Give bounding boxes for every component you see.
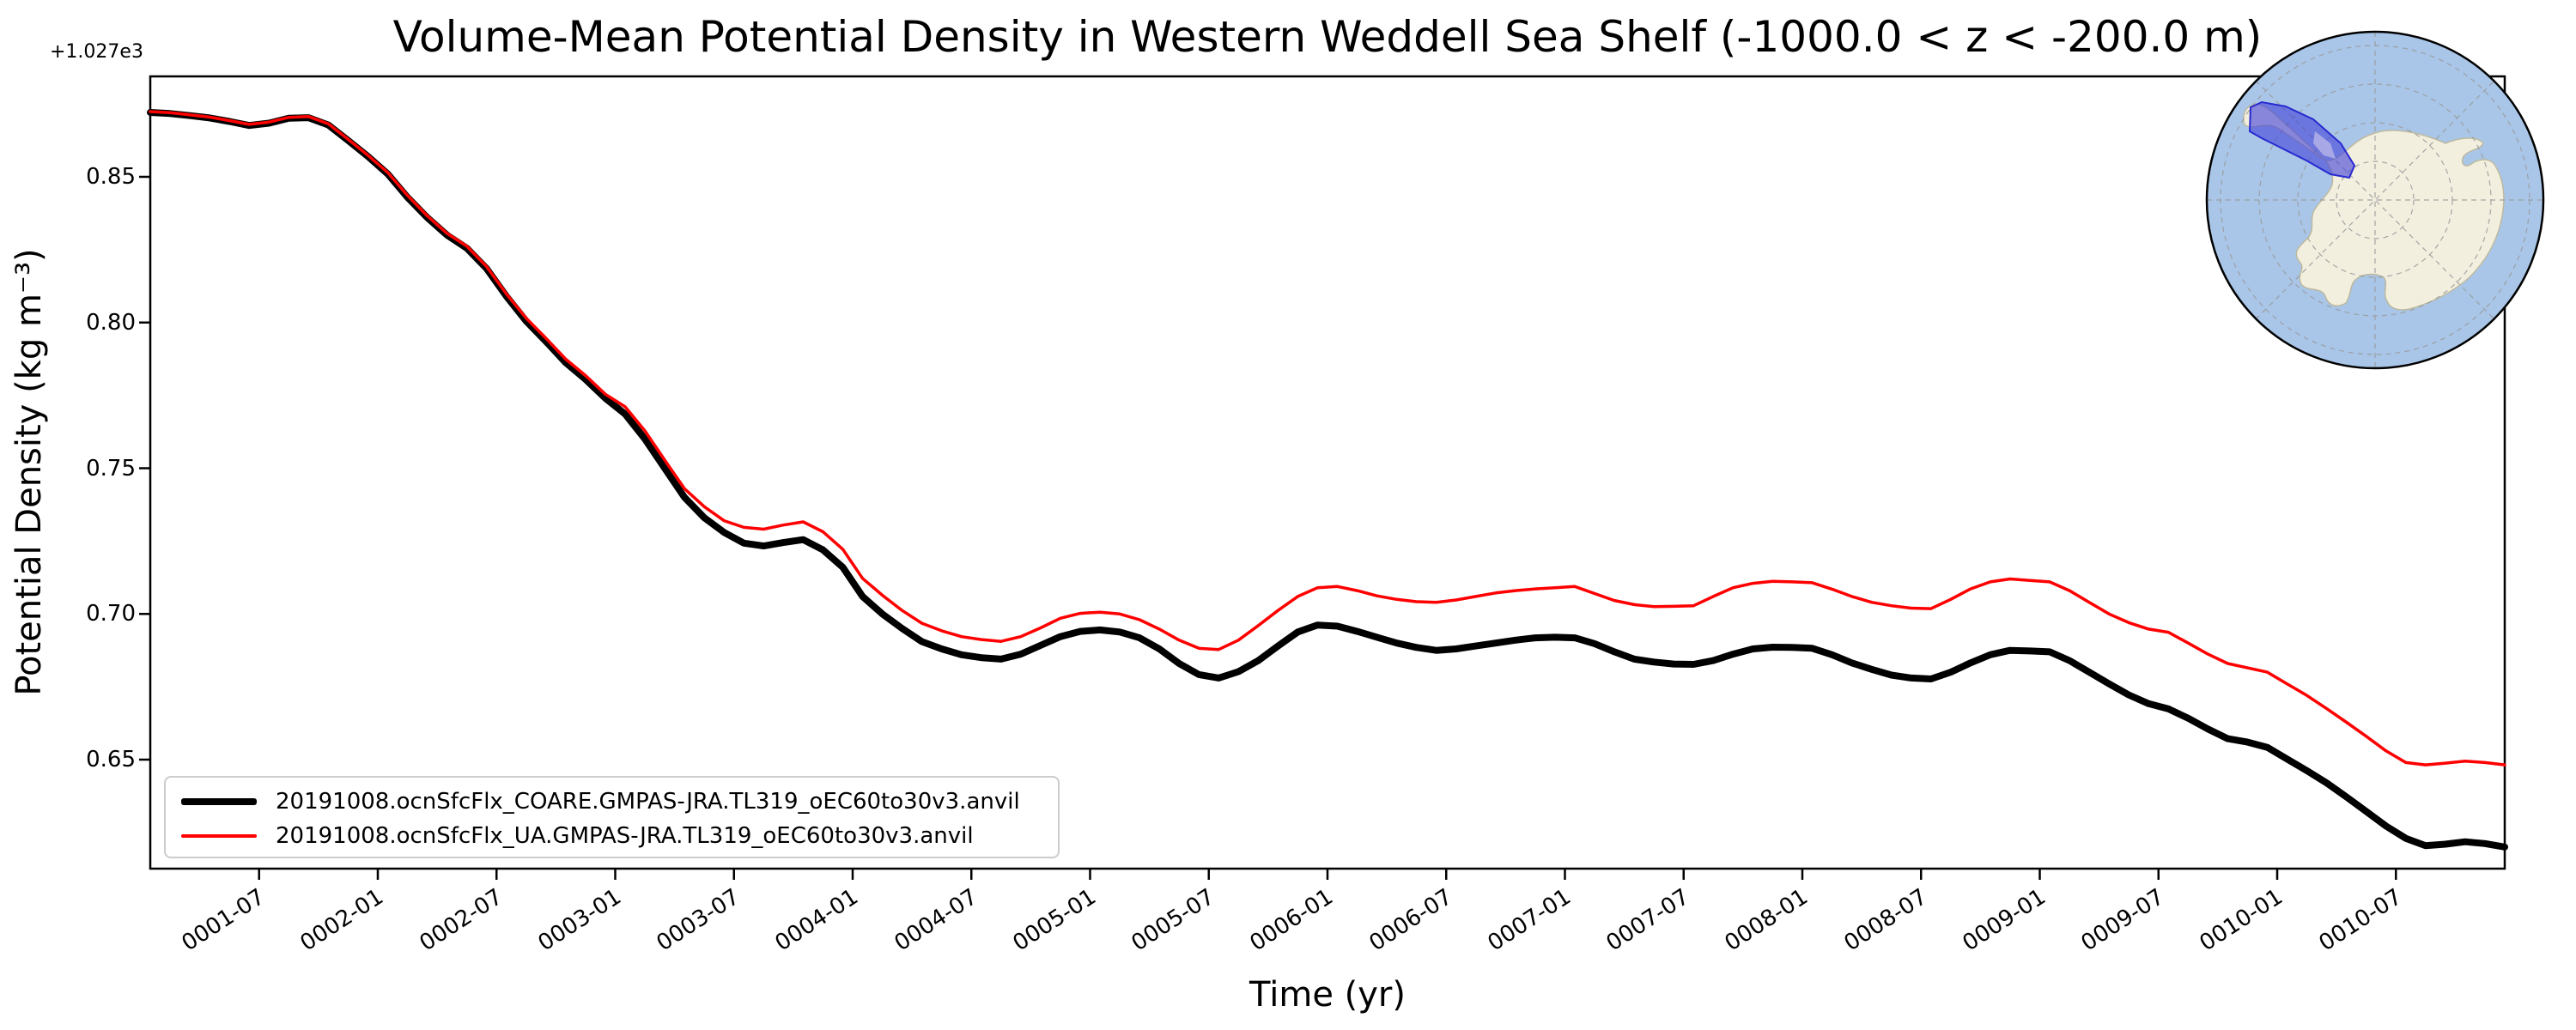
- y-tick-label: 0.65: [86, 747, 136, 772]
- legend-label: 20191008.ocnSfcFlx_COARE.GMPAS-JRA.TL319…: [276, 789, 1020, 815]
- map-graticule: [2207, 32, 2543, 368]
- axes-spines: [149, 75, 2506, 870]
- y-tick-label: 0.70: [86, 601, 136, 627]
- legend-entry-coare: 20191008.ocnSfcFlx_COARE.GMPAS-JRA.TL319…: [181, 785, 1058, 819]
- x-axis-label: Time (yr): [1249, 975, 1406, 1015]
- legend-box: 20191008.ocnSfcFlx_COARE.GMPAS-JRA.TL319…: [164, 776, 1060, 858]
- antarctica-map-inset: [2203, 28, 2547, 372]
- chart-title: Volume-Mean Potential Density in Western…: [392, 12, 2263, 62]
- map-globe-outline: [2205, 30, 2545, 370]
- map-highlight-region: [2248, 100, 2356, 179]
- map-highlight-inner-patch: [2313, 131, 2336, 159]
- antarctica-map-svg: [2205, 30, 2545, 370]
- y-tick-label: 0.80: [86, 309, 136, 336]
- series-line-coare: [147, 109, 2508, 851]
- y-tick-label: 0.85: [86, 164, 136, 190]
- series-line-ua: [149, 110, 2506, 766]
- legend-entry-ua: 20191008.ocnSfcFlx_UA.GMPAS-JRA.TL319_oE…: [181, 819, 1058, 853]
- legend-line-sample-red: [181, 834, 257, 838]
- y-tick-label: 0.75: [86, 455, 136, 482]
- y-axis-offset-text: +1.027e3: [50, 41, 143, 63]
- legend-label: 20191008.ocnSfcFlx_UA.GMPAS-JRA.TL319_oE…: [276, 823, 974, 849]
- legend-line-sample-black: [181, 798, 257, 805]
